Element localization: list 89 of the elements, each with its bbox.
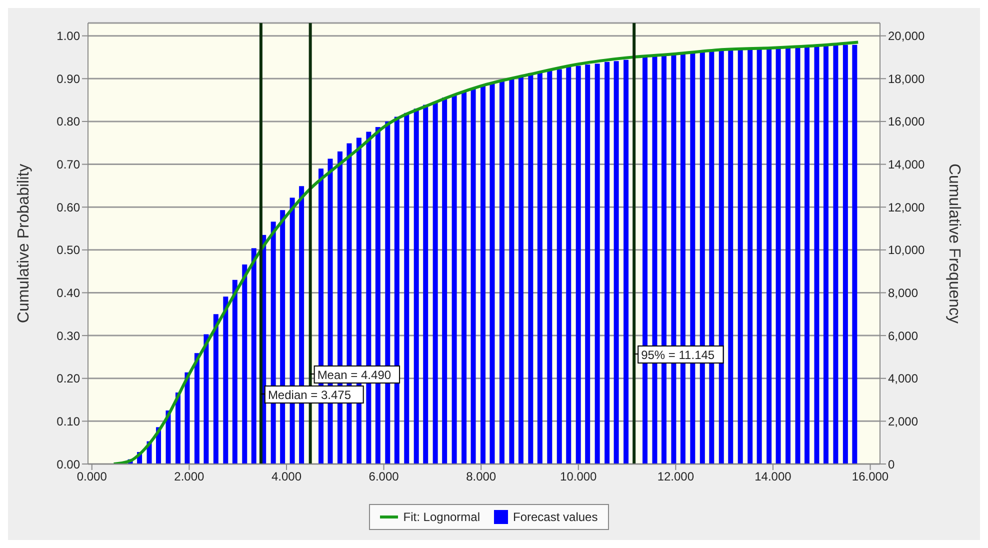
x-tick-label: 12.000: [657, 470, 694, 484]
bar: [499, 80, 504, 464]
y-tick-label: 0.50: [56, 243, 80, 258]
y-tick-label: 0.30: [56, 328, 80, 343]
bar: [604, 62, 610, 464]
bar: [194, 353, 200, 464]
ref-line-label: Mean = 4.490: [317, 368, 392, 382]
bar: [404, 112, 410, 464]
y2-tick-label: 16,000: [888, 114, 926, 129]
legend-label: Forecast values: [512, 510, 598, 524]
bar: [842, 44, 848, 464]
bar: [614, 61, 619, 464]
bar: [251, 248, 256, 464]
y2-tick-label: 12,000: [888, 200, 926, 214]
bar: [556, 69, 562, 464]
bar: [576, 66, 581, 464]
bar: [833, 45, 838, 464]
bar: [175, 392, 180, 464]
bar: [213, 314, 218, 464]
bar: [518, 76, 524, 464]
bar: [462, 92, 467, 464]
y2-tick-label: 18,000: [888, 72, 926, 86]
x-tick-label: 10.000: [560, 470, 598, 484]
y2-tick-label: 0: [888, 457, 895, 472]
bar: [776, 47, 781, 464]
y2-axis-title: Cumulative Frequency: [945, 163, 962, 324]
x-tick-label: 4.000: [271, 470, 302, 484]
bar: [823, 46, 828, 464]
y-tick-label: 0.40: [56, 286, 80, 300]
bar: [537, 72, 542, 464]
y2-tick-label: 8,000: [888, 286, 918, 300]
x-tick-label: 16.000: [852, 470, 889, 484]
bar: [748, 48, 753, 464]
y2-tick-label: 14,000: [888, 158, 926, 172]
bar: [585, 64, 590, 464]
bar: [223, 296, 228, 464]
bar: [804, 46, 810, 464]
y2-tick-label: 2,000: [888, 414, 918, 428]
y-tick-label: 0.00: [56, 457, 80, 472]
bar: [547, 70, 552, 464]
x-tick-label: 8.000: [466, 470, 496, 484]
legend-label: Fit: Lognormal: [402, 510, 480, 524]
bar: [204, 334, 209, 464]
bar: [509, 78, 514, 464]
x-tick-label: 14.000: [754, 470, 792, 484]
x-tick-label: 2.000: [174, 470, 205, 484]
y-tick-label: 0.80: [56, 114, 80, 129]
y-tick-label: 0.60: [56, 200, 80, 214]
ref-line-label: Median = 3.475: [268, 388, 352, 402]
bar: [766, 48, 772, 464]
line-series: [112, 40, 860, 464]
y2-tick-label: 6,000: [888, 328, 918, 343]
bar: [566, 66, 572, 464]
bar: [232, 280, 238, 464]
y-axis-title: Cumulative Probability: [16, 164, 33, 324]
bar: [414, 108, 419, 464]
bar: [452, 94, 457, 464]
bar: [738, 49, 743, 464]
y2-tick-label: 10,000: [888, 243, 926, 258]
bar: [671, 54, 676, 464]
bar: [470, 88, 476, 464]
bar: [594, 64, 600, 464]
y-tick-label: 0.70: [56, 158, 80, 172]
bar: [852, 44, 858, 464]
y-tick-label: 0.20: [56, 372, 80, 386]
ref-line-label: 95% = 11.145: [641, 348, 715, 362]
bar: [814, 46, 820, 464]
bar: [242, 264, 248, 464]
y2-tick-label: 20,000: [888, 29, 926, 44]
bar: [490, 82, 495, 464]
bar: [394, 116, 400, 464]
bar: [423, 104, 428, 464]
bar: [786, 47, 791, 464]
x-tick-label: 6.000: [368, 470, 400, 484]
bar: [756, 48, 762, 464]
y-tick-label: 1.00: [56, 29, 80, 44]
bar: [528, 73, 534, 464]
bar: [624, 60, 629, 464]
bar: [480, 85, 486, 464]
y-tick-label: 0.10: [56, 414, 80, 428]
bar: [795, 46, 800, 464]
bar: [718, 50, 724, 464]
bar: [184, 372, 190, 464]
y2-tick-label: 4,000: [888, 372, 918, 386]
bar: [728, 50, 734, 464]
bar: [432, 102, 438, 464]
x-tick-label: 0.000: [76, 470, 108, 484]
y-tick-label: 0.90: [56, 72, 80, 86]
bar: [442, 98, 448, 464]
